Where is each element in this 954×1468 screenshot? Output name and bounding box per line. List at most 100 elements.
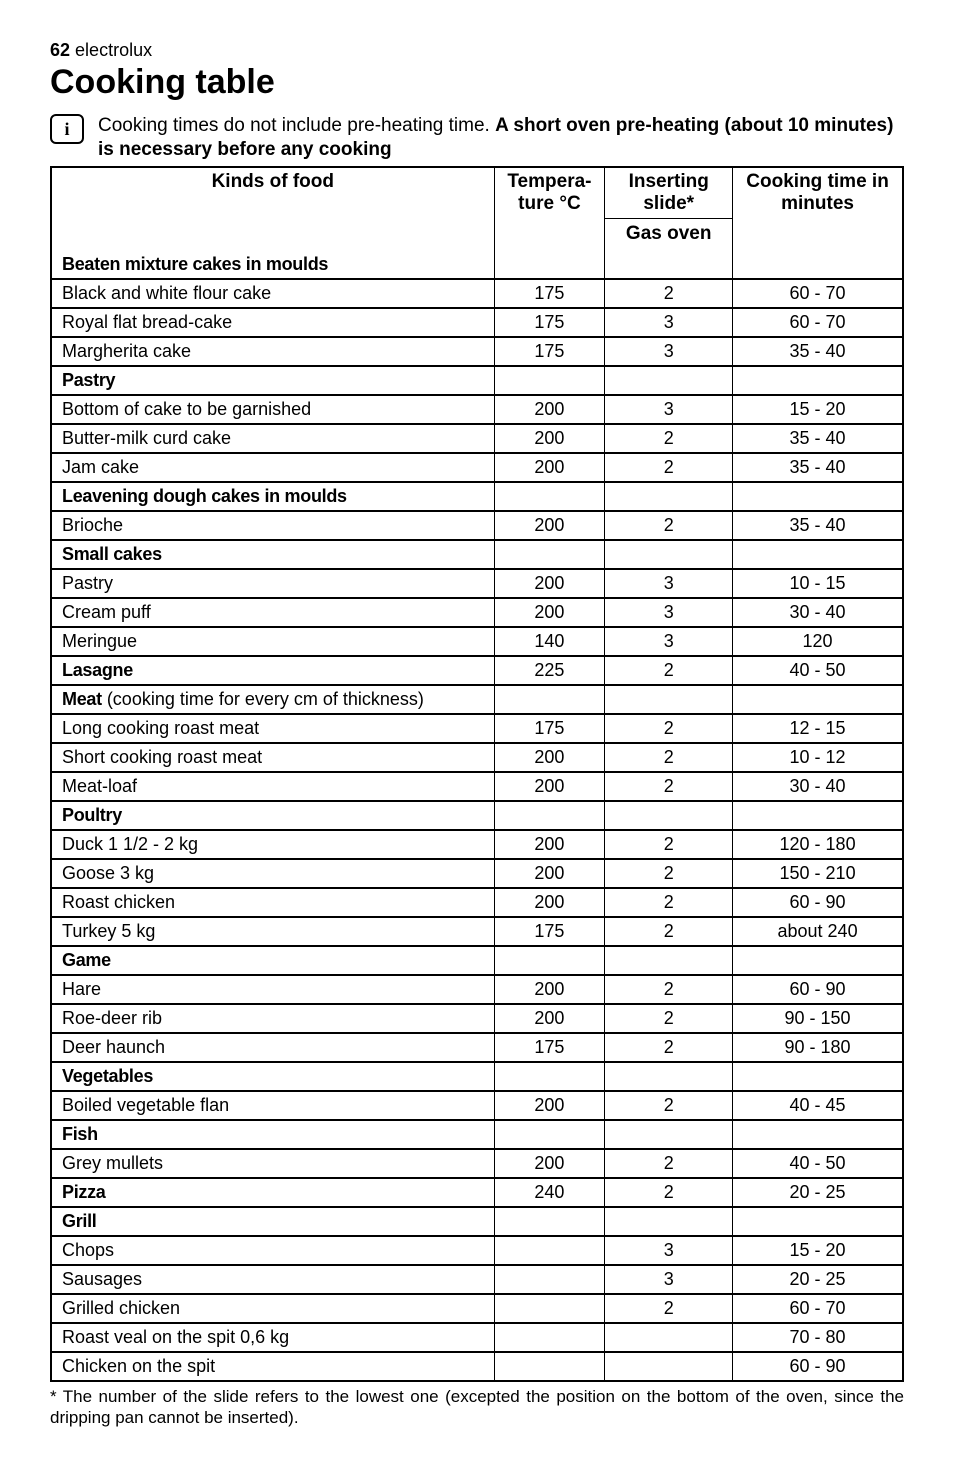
section-heading: Grill — [62, 1211, 97, 1231]
cell-time: 35 - 40 — [733, 337, 903, 366]
table-row: Pizza240220 - 25 — [51, 1178, 903, 1207]
section-heading: Pizza — [62, 1182, 106, 1202]
cell-temp: 200 — [494, 598, 605, 627]
cell-slide: 3 — [605, 627, 733, 656]
cell-time: 10 - 12 — [733, 743, 903, 772]
table-row: Game — [51, 946, 903, 975]
info-icon: i — [50, 114, 84, 144]
cell-slide: 2 — [605, 859, 733, 888]
cell-temp: 200 — [494, 511, 605, 540]
cell-food: Duck 1 1/2 - 2 kg — [51, 830, 494, 859]
cell-temp: 200 — [494, 975, 605, 1004]
cell-slide: 3 — [605, 598, 733, 627]
table-row: Chicken on the spit60 - 90 — [51, 1352, 903, 1381]
cell-slide: 2 — [605, 511, 733, 540]
cell-food: Jam cake — [51, 453, 494, 482]
cell-temp: 175 — [494, 308, 605, 337]
section-heading: Fish — [62, 1124, 98, 1144]
table-row: Meat (cooking time for every cm of thick… — [51, 685, 903, 714]
table-row: Grey mullets200240 - 50 — [51, 1149, 903, 1178]
cell-slide — [605, 1323, 733, 1352]
cell-temp: 200 — [494, 1004, 605, 1033]
table-row: Duck 1 1/2 - 2 kg2002120 - 180 — [51, 830, 903, 859]
cell-slide: 2 — [605, 1033, 733, 1062]
cell-time: 40 - 50 — [733, 1149, 903, 1178]
cell-slide: 2 — [605, 656, 733, 685]
cell-food: Roast veal on the spit 0,6 kg — [51, 1323, 494, 1352]
cell-time: 35 - 40 — [733, 424, 903, 453]
table-row: Boiled vegetable flan200240 - 45 — [51, 1091, 903, 1120]
cell-temp: 200 — [494, 1091, 605, 1120]
cell-time: 20 - 25 — [733, 1265, 903, 1294]
cell-temp: 200 — [494, 743, 605, 772]
cell-food: Sausages — [51, 1265, 494, 1294]
table-row: Beaten mixture cakes in moulds — [51, 248, 903, 279]
cell-food: Deer haunch — [51, 1033, 494, 1062]
cell-time: 60 - 90 — [733, 975, 903, 1004]
section-heading-paren: (cooking time for every cm of thickness) — [102, 689, 424, 709]
cell-time: 40 - 45 — [733, 1091, 903, 1120]
cell-food: Meringue — [51, 627, 494, 656]
cell-slide: 2 — [605, 279, 733, 308]
cell-time: 150 - 210 — [733, 859, 903, 888]
cell-temp: 240 — [494, 1178, 605, 1207]
cell-temp — [494, 1352, 605, 1381]
section-heading: Leavening dough cakes in moulds — [62, 486, 347, 506]
cell-food: Short cooking roast meat — [51, 743, 494, 772]
cell-food: Grey mullets — [51, 1149, 494, 1178]
cell-slide: 2 — [605, 714, 733, 743]
col-gas-header: Gas oven — [605, 218, 733, 248]
table-row: Vegetables — [51, 1062, 903, 1091]
cell-temp: 225 — [494, 656, 605, 685]
cell-food: Roe-deer rib — [51, 1004, 494, 1033]
cell-slide: 2 — [605, 830, 733, 859]
cell-food: Pastry — [51, 569, 494, 598]
cell-time: 12 - 15 — [733, 714, 903, 743]
page-number: 62 — [50, 40, 70, 60]
cell-temp: 200 — [494, 1149, 605, 1178]
cell-slide: 3 — [605, 1236, 733, 1265]
table-row: Hare200260 - 90 — [51, 975, 903, 1004]
cell-time: 120 — [733, 627, 903, 656]
cell-temp: 200 — [494, 424, 605, 453]
cell-food: Long cooking roast meat — [51, 714, 494, 743]
footnote: * The number of the slide refers to the … — [50, 1386, 904, 1429]
cell-food: Chops — [51, 1236, 494, 1265]
table-row: Turkey 5 kg1752about 240 — [51, 917, 903, 946]
cell-slide: 2 — [605, 1091, 733, 1120]
cell-time: 90 - 180 — [733, 1033, 903, 1062]
cell-time: 10 - 15 — [733, 569, 903, 598]
cell-slide: 2 — [605, 1294, 733, 1323]
cell-temp: 200 — [494, 395, 605, 424]
cell-temp: 200 — [494, 569, 605, 598]
info-text: Cooking times do not include pre-heating… — [98, 114, 904, 162]
info-text-plain: Cooking times do not include pre-heating… — [98, 115, 495, 136]
info-callout: i Cooking times do not include pre-heati… — [50, 114, 904, 162]
table-row: Margherita cake175335 - 40 — [51, 337, 903, 366]
cell-time: 60 - 70 — [733, 308, 903, 337]
section-heading: Lasagne — [62, 660, 133, 680]
section-heading: Game — [62, 950, 111, 970]
cell-slide: 3 — [605, 308, 733, 337]
section-heading: Vegetables — [62, 1066, 153, 1086]
section-heading: Beaten mixture cakes in moulds — [62, 254, 328, 274]
cell-slide: 2 — [605, 1149, 733, 1178]
cell-time: 30 - 40 — [733, 598, 903, 627]
cell-temp: 200 — [494, 859, 605, 888]
table-row: Poultry — [51, 801, 903, 830]
table-row: Sausages320 - 25 — [51, 1265, 903, 1294]
table-row: Goose 3 kg2002150 - 210 — [51, 859, 903, 888]
cell-temp: 175 — [494, 917, 605, 946]
cell-temp: 200 — [494, 830, 605, 859]
table-row: Short cooking roast meat200210 - 12 — [51, 743, 903, 772]
cell-food: Grilled chicken — [51, 1294, 494, 1323]
cell-food: Brioche — [51, 511, 494, 540]
cell-temp: 175 — [494, 337, 605, 366]
cell-temp — [494, 1323, 605, 1352]
cell-slide: 3 — [605, 395, 733, 424]
cell-time: 60 - 90 — [733, 1352, 903, 1381]
table-row: Grilled chicken260 - 70 — [51, 1294, 903, 1323]
cell-temp: 200 — [494, 888, 605, 917]
table-row: Deer haunch175290 - 180 — [51, 1033, 903, 1062]
section-heading: Small cakes — [62, 544, 162, 564]
